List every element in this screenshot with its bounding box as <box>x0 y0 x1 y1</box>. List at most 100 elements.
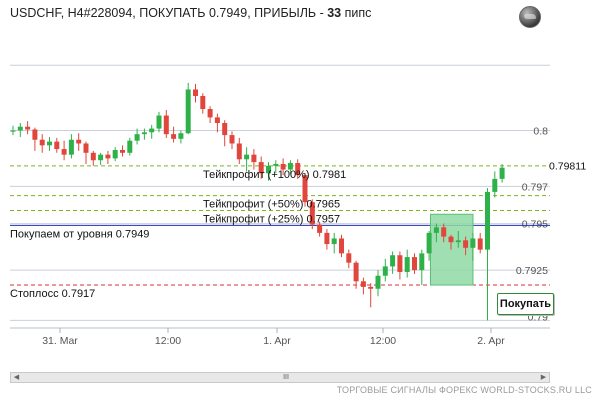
level-label: Тейкпрофит (+50%) 0.7965 <box>203 199 340 211</box>
candle-body <box>426 232 432 254</box>
chart-header: USDCHF, H4#228094, ПОКУПАТЬ 0.7949, ПРИБ… <box>10 6 371 20</box>
candle-body <box>266 165 271 174</box>
x-tick-label: 2. Apr <box>477 335 505 347</box>
candle-body <box>47 141 52 146</box>
candle-body <box>280 163 286 170</box>
candle-body <box>273 163 279 166</box>
level-label: Покупаем от уровня 0.7949 <box>10 228 149 240</box>
x-tick-label: 12:00 <box>155 335 181 347</box>
candle-body <box>492 178 498 192</box>
candle-body <box>499 167 505 179</box>
candle-body <box>455 240 461 243</box>
candle-body <box>470 238 476 248</box>
candle-body <box>448 236 454 243</box>
candle-body <box>339 238 344 254</box>
profit-unit: пипс <box>341 6 372 20</box>
scrollbar-thumb[interactable]: III <box>283 374 289 381</box>
candle-body <box>149 128 155 133</box>
candle-body <box>214 117 220 123</box>
candle-body <box>17 126 23 131</box>
candle-body <box>76 139 82 144</box>
candlesticks <box>10 82 505 321</box>
candle-body <box>127 140 133 153</box>
candle-body <box>463 240 469 248</box>
signal-level-labels: Тейкпрофит (+100%) 0.7981 Тейкпрофит (+50… <box>10 161 586 300</box>
candle-body <box>485 191 490 250</box>
candle-body <box>382 266 388 276</box>
candle-body <box>397 255 403 272</box>
candle-body <box>317 224 323 233</box>
candle-body <box>105 154 111 159</box>
signal-title: USDCHF, H4#228094, ПОКУПАТЬ 0.7949, ПРИБ… <box>10 6 328 20</box>
scroll-right-arrow-icon[interactable]: ▶ <box>540 374 547 381</box>
candle-body <box>375 275 381 289</box>
candle-body <box>25 126 31 130</box>
candle-body <box>244 154 250 160</box>
candle-body <box>368 286 374 289</box>
candle-body <box>419 253 425 271</box>
candle-body <box>360 281 366 287</box>
candle-body <box>163 115 169 135</box>
candle-body <box>404 257 410 272</box>
candle-body <box>90 152 96 161</box>
candle-body <box>309 202 315 225</box>
candle-body <box>98 154 104 161</box>
footer-watermark: ТОРГОВЫЕ СИГНАЛЫ ФОРЕКС WORLD-STOCKS.RU … <box>336 385 592 395</box>
candle-body <box>54 141 60 150</box>
candle-body <box>441 227 447 237</box>
candle-body <box>68 139 74 155</box>
chart-grid <box>10 64 550 329</box>
globe-icon[interactable] <box>519 6 541 28</box>
candle-body <box>222 122 228 136</box>
y-tick-label: 0.8 <box>533 125 548 137</box>
x-axis: 31. Mar 12:00 1. Apr 12:00 2. Apr <box>42 328 505 347</box>
candle-body <box>287 163 293 170</box>
candle-body <box>331 238 337 245</box>
candle-body <box>302 175 308 203</box>
candle-body <box>193 89 198 96</box>
y-tick-label: 0.7925 <box>516 265 548 277</box>
candle-body <box>251 154 257 163</box>
candle-body <box>120 149 125 153</box>
candle-body <box>83 143 89 153</box>
candle-body <box>258 162 264 174</box>
candle-body <box>412 257 417 271</box>
candle-body <box>295 163 301 176</box>
candle-body <box>178 133 184 139</box>
candle-body <box>185 89 191 134</box>
candle-body <box>134 134 140 141</box>
buy-button[interactable]: Покупать <box>497 293 554 315</box>
candle-body <box>229 135 235 144</box>
candle-body <box>346 253 352 263</box>
scroll-left-arrow-icon[interactable]: ◀ <box>13 374 20 381</box>
x-tick-label: 31. Mar <box>42 335 78 347</box>
candle-body <box>39 139 45 146</box>
horizontal-scrollbar[interactable]: ◀ III ▶ <box>10 372 550 383</box>
current-price-label: 0.79811 <box>549 161 586 173</box>
candle-body <box>32 129 38 140</box>
level-label: Стоплосс 0.7917 <box>10 288 95 300</box>
candle-body <box>156 115 162 129</box>
candle-body <box>324 232 330 245</box>
candle-body <box>200 95 206 110</box>
level-label: Тейкпрофит (+100%) 0.7981 <box>203 169 346 181</box>
candle-body <box>207 109 213 118</box>
profit-value: 33 <box>327 6 342 20</box>
candle-body <box>236 143 242 160</box>
candle-body <box>433 227 439 233</box>
candle-body <box>477 238 483 250</box>
x-tick-label: 12:00 <box>370 335 396 347</box>
level-label: Тейкпрофит (+25%) 0.7957 <box>203 214 340 226</box>
candle-body <box>141 132 147 135</box>
x-tick-label: 1. Apr <box>263 335 291 347</box>
candle-body <box>171 134 177 139</box>
y-tick-label: 0.795 <box>522 219 548 231</box>
candle-body <box>10 130 16 132</box>
candle-body <box>353 262 359 282</box>
y-tick-label: 0.797 <box>522 181 548 193</box>
candle-body <box>112 149 118 159</box>
candle-body <box>390 255 396 267</box>
candle-body <box>61 149 67 155</box>
